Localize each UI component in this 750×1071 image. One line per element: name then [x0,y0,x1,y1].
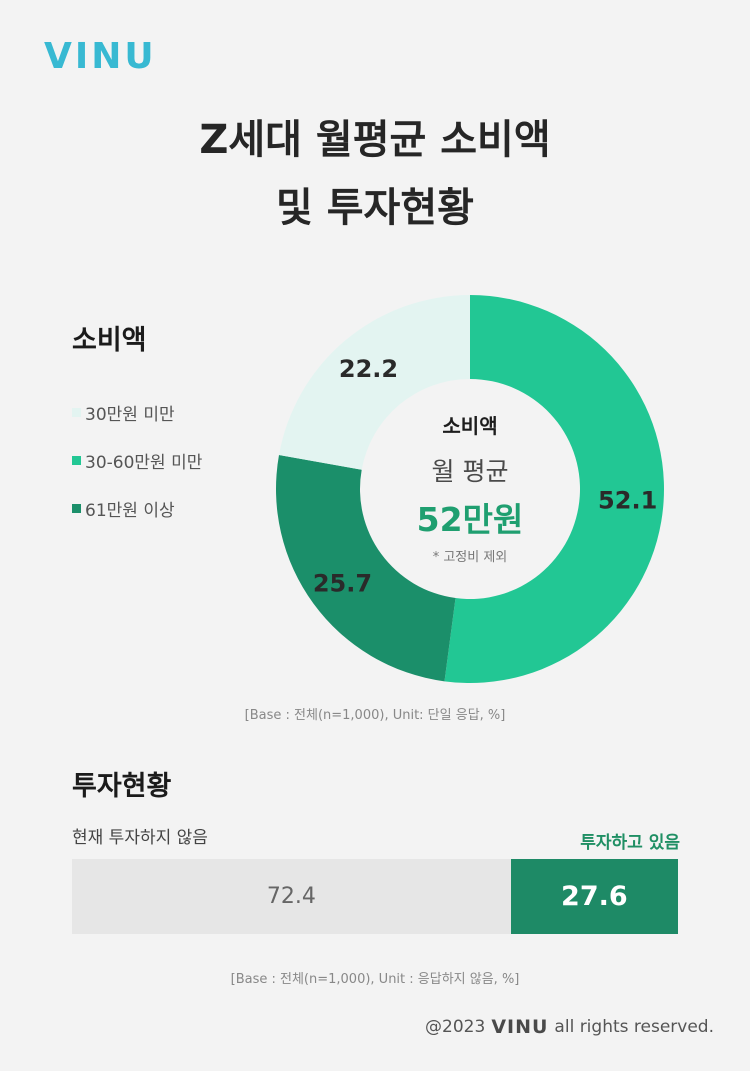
brand-logo: VINU [44,36,157,77]
donut-value-label: 22.2 [339,355,398,383]
bar-segment-investing: 27.6 [510,859,678,934]
donut-value-label: 25.7 [313,569,372,597]
investment-base-note: [Base : 전체(n=1,000), Unit : 응답하지 않음, %] [230,972,520,987]
spending-base-note: [Base : 전체(n=1,000), Unit: 단일 응답, %] [244,708,506,723]
donut-center-value: 52만원 [416,500,524,539]
donut-slice [276,455,456,682]
legend-item: 61만원 이상 [72,496,202,521]
donut-legend: 30만원 미만 30-60만원 미만 61만원 이상 [72,400,202,544]
donut-slice [444,295,665,684]
investment-stacked-bar: 72.4 27.6 [72,859,678,934]
footer-rights: all rights reserved. [554,1017,714,1037]
donut-center-note: * 고정비 제외 [432,550,508,565]
legend-swatch [72,407,81,417]
footer-year: @2023 [425,1017,486,1037]
investment-section-title: 투자현황 [72,771,172,802]
legend-label: 30만원 미만 [85,404,175,425]
donut-value-label: 52.1 [598,486,657,514]
legend-item: 30-60만원 미만 [72,448,203,473]
bar-segment-not-investing: 72.4 [72,859,511,934]
bar-label-not-investing: 현재 투자하지 않음 [72,828,208,848]
page-title-line2: 및 투자현황 [276,185,474,231]
footer-logo: VINU [491,1016,549,1038]
legend-label: 30-60만원 미만 [85,452,203,473]
donut-center-title: 소비액 [442,414,498,438]
footer: @2023 VINU all rights reserved. [425,1016,714,1038]
legend-label: 61만원 이상 [85,500,175,521]
legend-swatch [72,455,81,465]
donut-slice [278,295,470,470]
bar-label-investing: 투자하고 있음 [580,833,680,853]
legend-item: 30만원 미만 [72,400,202,425]
page-title-line1: Z세대 월평균 소비액 [199,117,551,163]
spending-section-title: 소비액 [72,325,147,356]
legend-swatch [72,503,81,513]
donut-center-subtitle: 월 평균 [431,457,509,486]
